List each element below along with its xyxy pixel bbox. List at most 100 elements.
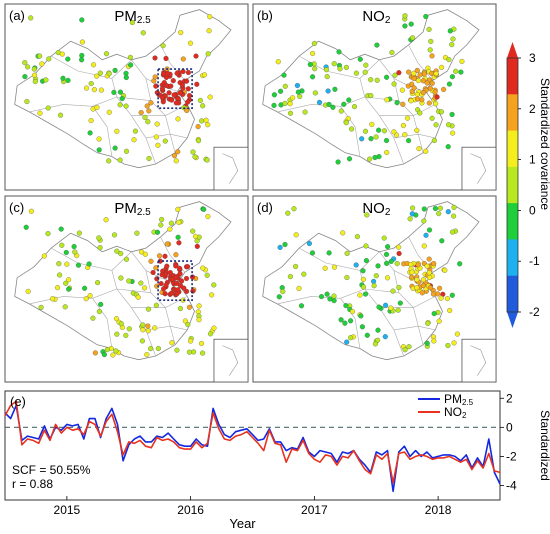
south-china-sea-inset <box>461 146 497 191</box>
colorbar-title: Standardized covariance <box>538 78 550 210</box>
station-marker <box>406 344 412 350</box>
station-marker <box>430 291 437 297</box>
station-marker <box>287 110 294 116</box>
station-marker <box>142 114 148 120</box>
station-marker <box>324 74 330 80</box>
station-marker <box>368 136 374 142</box>
station-marker <box>432 205 438 212</box>
station-marker <box>275 59 281 65</box>
station-marker <box>211 325 217 331</box>
station-marker <box>146 108 152 114</box>
province-boundary <box>408 44 434 81</box>
station-marker <box>421 71 427 77</box>
x-tick-label: 2018 <box>425 503 452 517</box>
station-marker <box>184 288 190 294</box>
station-marker <box>114 128 120 134</box>
station-marker <box>169 340 175 346</box>
station-marker <box>282 241 288 248</box>
station-marker <box>171 92 177 98</box>
station-marker <box>280 289 286 295</box>
station-marker <box>65 77 71 83</box>
station-marker <box>127 54 133 60</box>
station-marker <box>360 284 367 290</box>
station-marker <box>43 77 49 83</box>
station-marker <box>449 292 455 298</box>
station-marker <box>423 148 429 154</box>
station-marker <box>327 296 333 302</box>
station-marker <box>204 272 210 278</box>
panel-label: (a) <box>9 8 25 23</box>
station-marker <box>450 130 456 136</box>
station-marker <box>59 51 65 57</box>
station-marker <box>428 38 434 44</box>
station-marker <box>324 291 330 297</box>
station-marker <box>155 142 161 148</box>
colorbar: 3 2 1 0 -1 -2 Standardized covariance <box>506 42 550 328</box>
station-marker <box>446 81 452 87</box>
station-marker <box>427 47 433 53</box>
map-panels: (a) PM2.5 (b) NO2 (c) PM2.5 (d) NO2 <box>4 3 497 383</box>
station-marker <box>188 338 194 344</box>
station-marker <box>132 128 138 134</box>
station-marker <box>156 253 163 259</box>
station-marker <box>169 290 175 296</box>
province-boundary <box>393 78 436 116</box>
station-marker <box>90 62 97 68</box>
station-marker <box>184 78 190 84</box>
station-marker <box>169 97 175 103</box>
province-boundary <box>51 247 132 271</box>
station-marker <box>148 346 154 352</box>
station-marker <box>420 282 426 289</box>
station-marker <box>278 88 284 94</box>
station-marker <box>368 77 374 83</box>
station-marker <box>76 230 82 236</box>
station-marker <box>187 40 194 46</box>
station-marker <box>337 66 343 72</box>
station-marker <box>126 278 132 284</box>
panel-label: (c) <box>9 200 24 215</box>
station-marker <box>63 280 69 286</box>
station-marker <box>342 320 348 326</box>
station-marker <box>45 105 51 111</box>
station-marker <box>207 14 213 20</box>
station-marker <box>429 80 435 86</box>
station-marker <box>140 322 146 328</box>
station-marker <box>195 124 201 130</box>
station-marker <box>423 13 429 20</box>
map-frame <box>252 195 497 383</box>
station-marker <box>114 248 120 254</box>
station-marker <box>439 238 445 244</box>
station-marker <box>183 275 190 282</box>
colorbar-frame <box>506 57 519 313</box>
station-marker <box>346 97 352 103</box>
station-marker <box>155 345 161 352</box>
station-marker <box>111 232 118 238</box>
station-marker <box>363 258 369 264</box>
station-marker <box>421 206 427 212</box>
station-marker <box>363 62 369 68</box>
station-marker <box>150 269 156 276</box>
colorbar-tick-label: 0 <box>529 203 536 217</box>
station-marker <box>432 89 438 95</box>
station-marker <box>373 273 379 279</box>
station-marker <box>196 303 202 309</box>
station-marker <box>341 101 347 107</box>
station-marker <box>170 78 176 84</box>
station-marker <box>438 295 444 301</box>
panel-label: (e) <box>10 394 26 409</box>
station-marker <box>206 28 212 34</box>
station-marker <box>198 340 205 347</box>
station-marker <box>200 350 206 356</box>
station-marker <box>429 70 435 76</box>
station-marker <box>131 137 137 143</box>
colorbar-tick-label: 2 <box>529 102 536 116</box>
station-marker <box>201 72 208 78</box>
station-marker <box>426 26 432 32</box>
station-marker <box>389 49 395 56</box>
station-marker <box>38 304 44 310</box>
province-boundary <box>131 115 176 153</box>
station-marker <box>323 67 329 73</box>
station-marker <box>37 53 43 59</box>
station-marker <box>25 288 31 294</box>
station-marker <box>326 250 332 256</box>
